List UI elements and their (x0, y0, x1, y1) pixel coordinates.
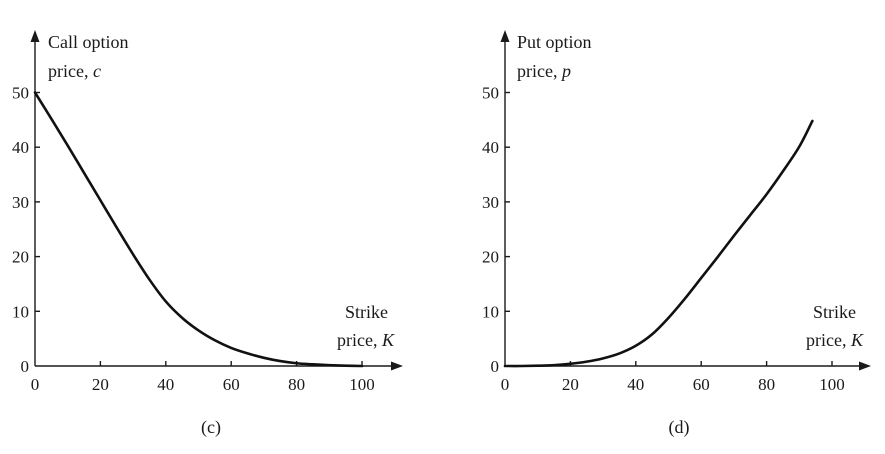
y-tick-label: 40 (12, 138, 29, 157)
panel-label: (d) (669, 417, 690, 438)
x-tick-label: 60 (223, 375, 240, 394)
panel-c: 0 20 40 60 80 100 0 10 20 30 40 50 Call option pri… (12, 30, 403, 438)
x-tick-label: 100 (819, 375, 845, 394)
y-tick-label: 50 (12, 84, 29, 103)
y-axis-label-line1: Call option (48, 32, 129, 52)
y-tick-label: 10 (482, 302, 499, 321)
x-tick-label: 40 (157, 375, 174, 394)
x-tick-label: 60 (693, 375, 710, 394)
x-axis-label-line1: Strike (813, 302, 856, 322)
y-tick-label: 20 (12, 248, 29, 267)
put-price-curve (503, 119, 814, 368)
y-tick-label: 20 (482, 248, 499, 267)
x-tick-label: 80 (758, 375, 775, 394)
x-tick-label: 100 (349, 375, 375, 394)
x-tick-label: 80 (288, 375, 305, 394)
y-ticks: 0 10 20 30 40 50 (482, 84, 510, 376)
x-axis-arrow-icon (391, 361, 403, 371)
y-tick-label: 30 (12, 193, 29, 212)
panel-label: (c) (201, 417, 221, 438)
x-tick-label: 40 (627, 375, 644, 394)
y-ticks: 0 10 20 30 40 50 (12, 84, 40, 376)
x-axis-label-prefix: price, (337, 330, 382, 350)
y-tick-label: 50 (482, 84, 499, 103)
call-price-curve (33, 91, 364, 368)
panel-d: 0 20 40 60 80 100 0 10 20 30 40 50 Put option pric… (482, 30, 871, 438)
y-axis-label-var: c (93, 61, 101, 81)
x-ticks: 0 20 40 60 80 100 (501, 361, 845, 394)
x-axis-label-line2: price, K (337, 330, 395, 350)
y-tick-label: 0 (491, 357, 500, 376)
y-axis-label-line2: price, p (517, 61, 571, 81)
x-axis-label-var: K (381, 330, 395, 350)
y-tick-label: 0 (21, 357, 30, 376)
y-axis-label-prefix: price, (48, 61, 93, 81)
x-axis-label-line1: Strike (345, 302, 388, 322)
x-axis-label-var: K (850, 330, 864, 350)
x-ticks: 0 20 40 60 80 100 (31, 361, 375, 394)
y-axis-arrow-icon (500, 30, 510, 42)
y-axis-label-line2: price, c (48, 61, 101, 81)
x-axis-label-line2: price, K (806, 330, 864, 350)
x-tick-label: 0 (501, 375, 510, 394)
y-axis-label-prefix: price, (517, 61, 562, 81)
x-tick-label: 20 (92, 375, 109, 394)
y-tick-label: 10 (12, 302, 29, 321)
x-tick-label: 0 (31, 375, 40, 394)
x-axis-label-prefix: price, (806, 330, 851, 350)
x-tick-label: 20 (562, 375, 579, 394)
y-tick-label: 40 (482, 138, 499, 157)
y-tick-label: 30 (482, 193, 499, 212)
y-axis-arrow-icon (30, 30, 40, 42)
y-axis-label-var: p (560, 61, 571, 81)
y-axis-label-line1: Put option (517, 32, 592, 52)
x-axis-arrow-icon (859, 361, 871, 371)
